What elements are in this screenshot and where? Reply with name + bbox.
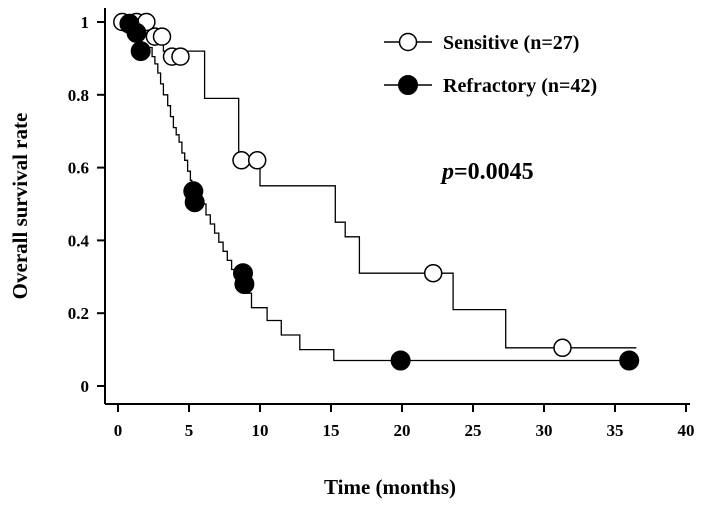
censor-point-sensitive [553, 338, 572, 358]
x-tick-label: 30 [536, 421, 553, 440]
censor-point-refractory [126, 22, 147, 43]
x-tick-label: 15 [323, 421, 340, 440]
x-axis-ticks: 0 5 10 15 20 25 30 35 40 [114, 404, 695, 440]
legend-label-refractory: Refractory (n=42) [443, 75, 597, 97]
x-tick-label: 35 [607, 421, 624, 440]
y-axis-title: Overall survival rate [8, 113, 32, 300]
x-tick-label: 20 [394, 421, 411, 440]
p-value-annotation: p=0.0045 [440, 159, 534, 185]
legend-marker-refractory [398, 75, 418, 95]
censor-point-refractory [234, 274, 255, 295]
censor-markers [113, 12, 640, 371]
y-tick-label: 1 [81, 13, 90, 32]
y-tick-label: 0.8 [68, 86, 89, 105]
x-axis-title: Time (months) [324, 475, 456, 499]
legend: Sensitive (n=27) Refractory (n=42) [384, 32, 597, 97]
y-tick-label: 0 [81, 377, 90, 396]
x-tick-label: 25 [465, 421, 482, 440]
y-tick-label: 0.2 [68, 304, 89, 323]
y-axis-ticks: 0 0.2 0.4 0.6 0.8 1 [68, 13, 105, 396]
legend-item-sensitive: Sensitive (n=27) [384, 32, 579, 54]
x-tick-label: 5 [185, 421, 194, 440]
x-tick-label: 0 [114, 421, 123, 440]
x-tick-label: 10 [252, 421, 269, 440]
censor-point-sensitive [423, 263, 443, 283]
censor-point-sensitive [247, 151, 267, 170]
legend-item-refractory: Refractory (n=42) [384, 75, 597, 97]
y-tick-label: 0.6 [68, 159, 89, 178]
p-value-symbol: p [440, 159, 454, 185]
censor-point-sensitive [171, 47, 190, 66]
censor-point-refractory [390, 350, 411, 371]
p-value-number: =0.0045 [454, 159, 534, 185]
censor-point-refractory [130, 41, 151, 62]
censor-point-sensitive [152, 27, 172, 46]
x-tick-label: 40 [678, 421, 695, 440]
censor-point-refractory [184, 192, 205, 213]
plot-area: 0 5 10 15 20 25 30 35 40 0 0.2 0.4 0.6 0.8 1 [68, 8, 695, 440]
censor-point-sensitive [232, 151, 251, 170]
y-tick-label: 0.4 [68, 231, 90, 250]
censor-point-refractory [619, 350, 640, 371]
legend-label-sensitive: Sensitive (n=27) [443, 32, 579, 54]
legend-marker-sensitive [398, 32, 418, 52]
